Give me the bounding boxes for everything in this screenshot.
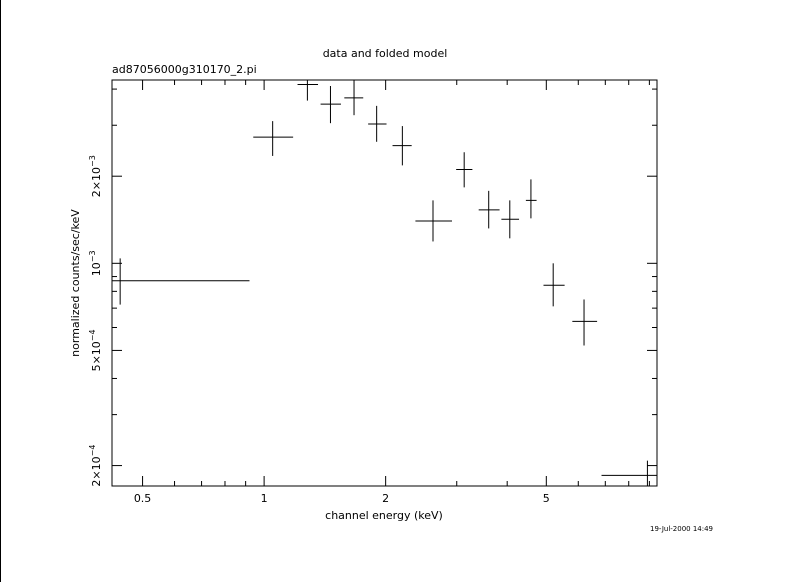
data-points — [112, 80, 657, 486]
data-point — [112, 258, 250, 305]
y-tick-mantissa: 2×10 — [90, 167, 103, 197]
data-point — [253, 121, 294, 156]
data-point — [525, 179, 537, 219]
x-tick-label: 0.5 — [134, 492, 152, 505]
x-tick-labels: 0.5 1 2 5 — [134, 492, 550, 505]
data-point — [320, 85, 341, 124]
y-tick-exponent: −3 — [88, 155, 97, 167]
data-point — [368, 105, 387, 142]
y-tick-exponent: −4 — [88, 329, 97, 341]
data-point — [456, 152, 473, 188]
y-tick-label: 2×10−4 — [88, 445, 103, 487]
y-tick-mantissa: 5×10 — [90, 341, 103, 371]
data-point — [415, 200, 453, 242]
y-tick-label: 5×10−4 — [88, 329, 103, 371]
y-axis-label: normalized counts/sec/keV — [69, 209, 82, 357]
y-tick-mantissa: 10 — [90, 262, 103, 276]
chart-subtitle: ad87056000g310170_2.pi — [112, 63, 257, 76]
data-point — [601, 460, 657, 486]
tick-marks — [112, 80, 657, 486]
data-point — [344, 80, 364, 116]
data-point — [572, 299, 598, 346]
x-tick-label: 1 — [261, 492, 268, 505]
plot-frame — [111, 79, 658, 487]
x-axis-label: channel energy (keV) — [325, 509, 443, 522]
data-point — [297, 80, 319, 101]
x-tick-label: 2 — [382, 492, 389, 505]
y-tick-mantissa: 2×10 — [90, 456, 103, 486]
y-tick-exponent: −3 — [88, 250, 97, 262]
timestamp: 19-Jul-2000 14:49 — [650, 525, 714, 533]
chart-title: data and folded model — [323, 47, 448, 60]
y-tick-exponent: −4 — [88, 445, 97, 457]
x-tick-label: 5 — [543, 492, 550, 505]
data-point — [543, 263, 565, 307]
data-point — [478, 190, 500, 229]
y-tick-label: 2×10−3 — [88, 155, 103, 197]
y-tick-label: 10−3 — [88, 250, 103, 276]
data-point — [392, 126, 412, 166]
y-tick-labels: 2×10−45×10−410−32×10−3 — [88, 155, 103, 486]
data-point — [501, 200, 520, 239]
